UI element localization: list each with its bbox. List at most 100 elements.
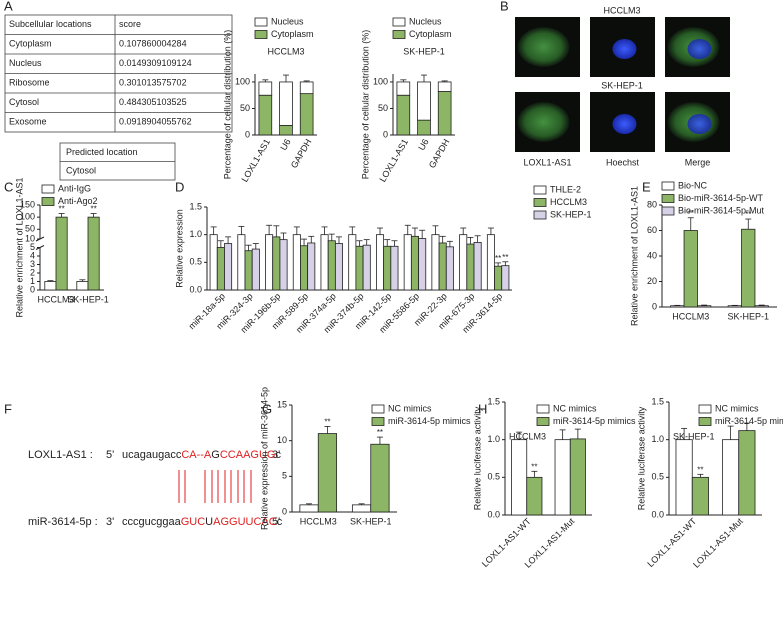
sequence-alignment: LOXL1-AS1 :5' 3'ucagaugaccCA--AGCCAAGUGcm… <box>28 449 283 528</box>
legend-swatch <box>661 181 675 191</box>
panel-label: B <box>500 0 509 13</box>
table-cell: 0.301013575702 <box>119 78 187 88</box>
column-label: LOXL1-AS1 <box>523 157 571 167</box>
y-tick-label: 1.5 <box>189 201 202 211</box>
sequence-end: 5' <box>106 449 114 461</box>
bar <box>351 504 372 513</box>
legend-swatch <box>536 417 550 426</box>
sequence-segment: c <box>275 449 281 461</box>
sequence-name: miR-3614-5p : <box>28 516 98 528</box>
bar-segment <box>417 119 431 136</box>
legend-label: NC mimics <box>715 403 759 413</box>
bar <box>237 234 246 291</box>
legend-label: HCCLM3 <box>550 197 587 207</box>
legend-label: Cytoplasm <box>271 29 314 39</box>
chart-title: HCCLM3 <box>267 46 304 56</box>
score-table: Subcellular locations score Cytoplasm 0.107… <box>4 14 233 133</box>
bar <box>741 228 756 308</box>
legend-swatch <box>698 404 712 414</box>
bar <box>265 234 274 291</box>
cell-signal <box>517 27 570 67</box>
table-cell: 0.484305103525 <box>119 97 187 107</box>
y-tick-label: 0 <box>652 301 657 311</box>
bar <box>244 250 253 291</box>
nucleus <box>687 114 712 134</box>
row-label: HCCLM3 <box>603 5 640 15</box>
bar <box>292 234 301 291</box>
x-tick-label: U6 <box>278 137 292 152</box>
chart: 0.0 0.5 1.0 1.5 Relative luciferase activity… <box>636 396 783 569</box>
y-tick-label: 80 <box>647 199 657 209</box>
sequence-end: 3' <box>106 516 114 528</box>
legend-swatch <box>371 417 385 426</box>
chart-title: HCCLM3 <box>509 431 546 441</box>
y-tick-label: 60 <box>647 225 657 235</box>
panel-label: H <box>478 401 487 416</box>
y-tick-label: 50 <box>378 103 388 113</box>
x-tick-label: LOXL1-AS1 <box>377 137 410 184</box>
legend-swatch <box>661 206 675 216</box>
sequence-segment: U <box>205 516 213 528</box>
table-cell: Cytosol <box>9 97 39 107</box>
bar <box>473 242 482 291</box>
y-tick-label: 100 <box>235 76 250 86</box>
y-tick-label: 0.5 <box>189 257 202 267</box>
significance: ** <box>745 210 751 219</box>
bar <box>511 439 528 516</box>
legend-swatch <box>533 198 547 207</box>
legend-swatch <box>661 194 675 203</box>
bar <box>76 281 89 291</box>
bar <box>334 243 343 291</box>
y-tick-label: 3 <box>30 259 35 269</box>
bar <box>445 246 454 291</box>
y-tick-label: 0.0 <box>487 509 500 519</box>
column-label: Hoechst <box>606 157 640 167</box>
bar <box>466 243 475 291</box>
bar <box>370 443 390 513</box>
bar-segment <box>396 94 411 136</box>
legend-swatch <box>371 404 385 414</box>
panel-label: F <box>4 401 12 416</box>
panel-label: C <box>4 179 13 194</box>
legend-swatch <box>254 17 268 27</box>
legend-swatch <box>698 417 712 426</box>
nucleus <box>612 114 637 134</box>
table-header: score <box>119 19 141 29</box>
sequence-segment: c <box>277 516 283 528</box>
legend-swatch <box>392 30 406 39</box>
bar-segment <box>417 81 431 121</box>
y-tick-label: 20 <box>647 276 657 286</box>
legend-label: Nucleus <box>271 16 304 26</box>
y-tick-label: 0.0 <box>189 284 202 294</box>
bar <box>410 235 419 291</box>
bar-segment <box>437 91 452 136</box>
y-tick-label: 1.0 <box>487 434 500 444</box>
sequence-segment: ucagaugacc <box>122 449 182 461</box>
x-tick-label: U6 <box>416 137 430 152</box>
legend-label: Nucleus <box>409 16 442 26</box>
bar <box>727 305 742 308</box>
bar <box>554 439 571 516</box>
chart: 0 5 10 15 Relative expression of miR-3614-5p… <box>259 387 471 530</box>
legend-label: miR-3614-5p mimics <box>715 416 783 426</box>
y-tick-label: 0 <box>30 284 35 294</box>
legend-label: Bio-miR-3614-5p-WT <box>678 193 764 203</box>
legend-label: THLE-2 <box>550 184 581 194</box>
table-header: Subcellular locations <box>9 19 92 29</box>
bar <box>431 234 440 291</box>
bar <box>486 234 495 291</box>
bar <box>224 243 233 291</box>
bar <box>300 245 309 291</box>
y-tick-label: 100 <box>373 76 388 86</box>
y-tick-label: 1 <box>30 276 35 286</box>
bar <box>216 246 225 291</box>
bar-segment <box>437 81 452 92</box>
sequence: cccgucggaaGUCUAGGUUCACc <box>122 516 283 528</box>
significance: ** <box>502 253 508 262</box>
bar <box>355 245 364 291</box>
bar <box>279 239 288 291</box>
y-tick-label: 10 <box>25 233 35 243</box>
sequence-segment: CCAAGUG <box>220 449 276 461</box>
bar <box>327 240 336 291</box>
